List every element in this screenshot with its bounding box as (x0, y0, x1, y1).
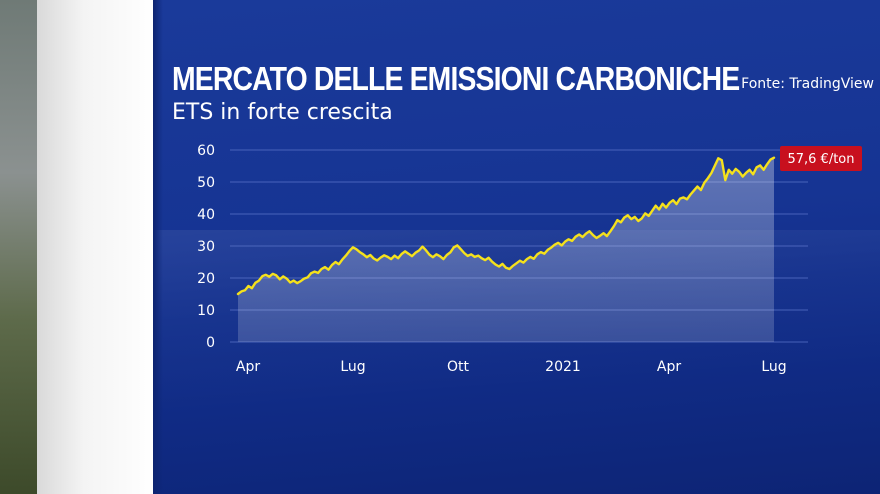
chart-source: Fonte: TradingView (741, 76, 874, 92)
x-tick-label: Ott (447, 359, 470, 375)
background-photo (0, 0, 40, 494)
x-tick-label: Lug (340, 359, 365, 375)
chart-subtitle: ETS in forte crescita (172, 100, 393, 125)
y-tick-label: 20 (197, 271, 215, 287)
y-axis-ticks: 0 10 20 30 40 50 60 (197, 143, 215, 351)
white-side-strip (37, 0, 155, 494)
panel-edge-shadow (153, 0, 163, 494)
x-tick-label: Lug (761, 359, 786, 375)
last-value-badge-box (780, 146, 862, 171)
chart-title: MERCATO DELLE EMISSIONI CARBONICHE (172, 60, 740, 97)
y-tick-label: 10 (197, 303, 215, 319)
x-tick-label: Apr (236, 359, 260, 375)
x-tick-label: Apr (657, 359, 681, 375)
x-axis-ticks: Apr Lug Ott 2021 Apr Lug (236, 359, 787, 375)
series-area (238, 157, 774, 342)
x-tick-label: 2021 (545, 359, 581, 375)
y-tick-label: 60 (197, 143, 215, 159)
last-value-badge: 57,6 €/ton (780, 146, 862, 171)
last-value-label: 57,6 €/ton (787, 152, 854, 167)
y-tick-label: 30 (197, 239, 215, 255)
y-tick-label: 40 (197, 207, 215, 223)
series-line (236, 156, 776, 296)
y-tick-label: 50 (197, 175, 215, 191)
y-tick-label: 0 (206, 335, 215, 351)
